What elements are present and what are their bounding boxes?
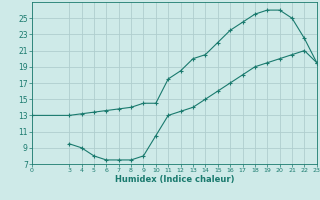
X-axis label: Humidex (Indice chaleur): Humidex (Indice chaleur): [115, 175, 234, 184]
